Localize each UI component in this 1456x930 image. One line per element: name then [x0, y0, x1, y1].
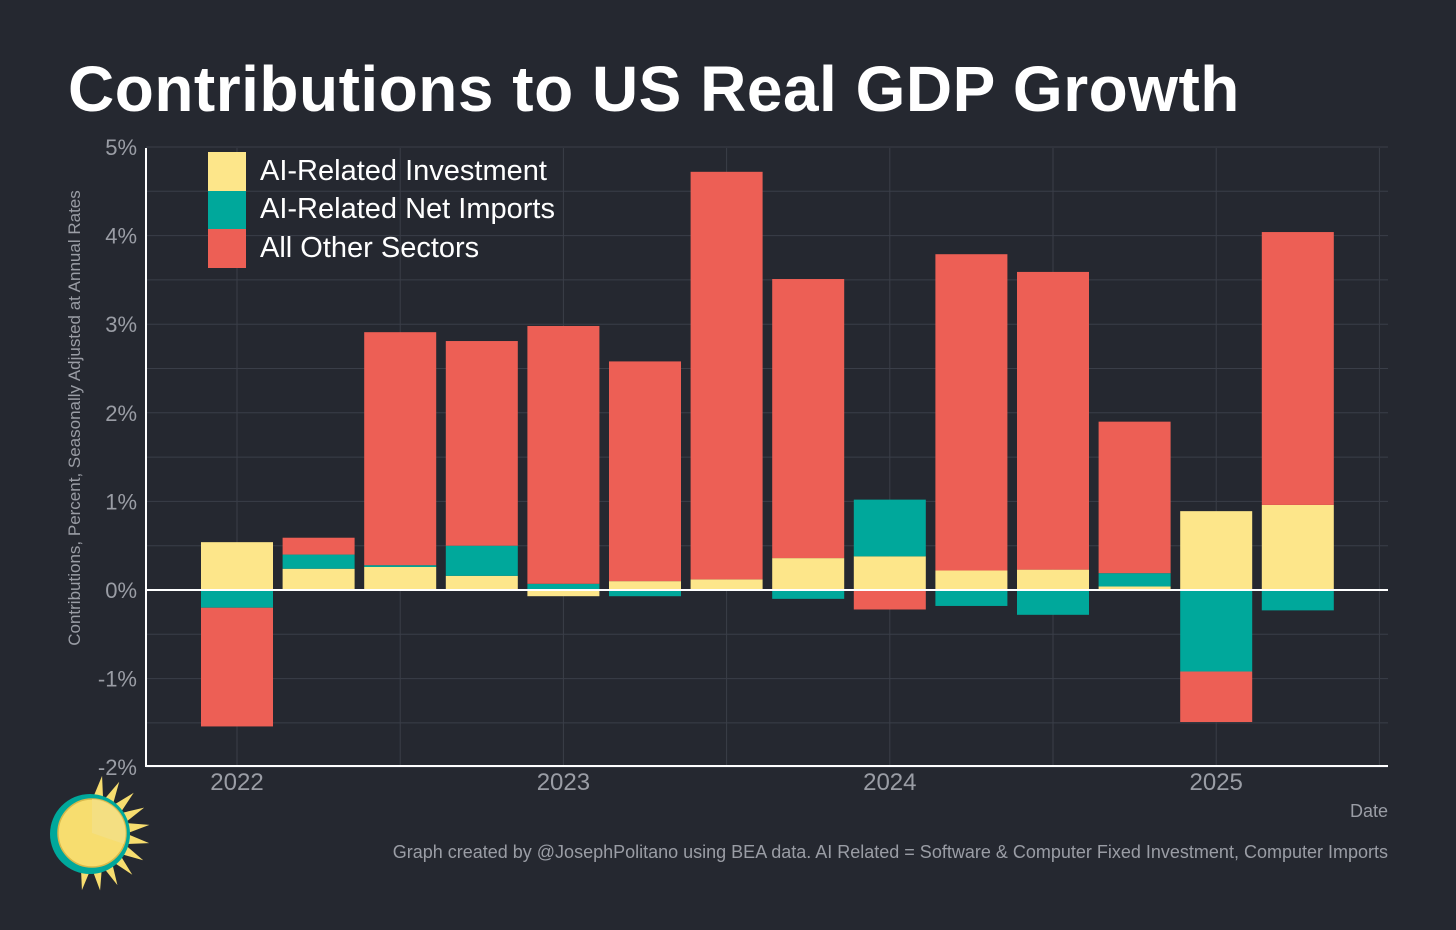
y-tick-label: 1%	[105, 489, 137, 514]
bar-segment-ai-related-net-imports	[282, 554, 355, 569]
x-tick-label: 2024	[863, 769, 916, 796]
bar-segment-all-other-sectors	[853, 590, 926, 610]
bar-segment-ai-related-net-imports	[935, 590, 1008, 606]
bar-segment-ai-related-investment	[201, 542, 273, 590]
source-footnote: Graph created by @JosephPolitano using B…	[392, 842, 1388, 862]
bar-segment-ai-related-investment	[364, 566, 437, 590]
y-tick-label: 4%	[105, 224, 137, 249]
bar-segment-ai-related-net-imports	[853, 499, 926, 557]
bar-segment-ai-related-investment	[853, 556, 926, 590]
y-tick-label: 0%	[105, 578, 137, 603]
y-tick-label: -1%	[98, 667, 137, 692]
bar-segment-all-other-sectors	[201, 607, 273, 727]
bar-segment-all-other-sectors	[1098, 421, 1171, 574]
bar-segment-ai-related-investment	[772, 558, 845, 590]
legend-item-ai-investment: AI-Related Investment	[208, 152, 555, 191]
sun-logo-icon	[44, 772, 156, 899]
chart-title: Contributions to US Real GDP Growth	[68, 53, 1240, 125]
bar-segment-all-other-sectors	[527, 325, 600, 584]
bar-segment-ai-related-net-imports	[445, 545, 518, 576]
x-axis-label: Date	[1349, 801, 1388, 821]
bar-segment-ai-related-net-imports	[364, 565, 437, 567]
y-axis-label: Contributions, Percent, Seasonally Adjus…	[65, 190, 84, 646]
bar-segment-all-other-sectors	[1261, 232, 1334, 505]
bar-segment-ai-related-investment	[935, 570, 1008, 590]
bar-segment-all-other-sectors	[935, 254, 1008, 571]
bar-segment-ai-related-net-imports	[201, 590, 273, 608]
bar-segment-ai-related-investment	[1180, 511, 1253, 590]
bar-segment-all-other-sectors	[1180, 671, 1253, 723]
legend-item-other-sectors: All Other Sectors	[208, 229, 555, 268]
bar-segment-all-other-sectors	[1017, 271, 1089, 570]
legend-swatch	[208, 190, 246, 229]
legend-label: AI-Related Investment	[260, 154, 547, 187]
legend-label: All Other Sectors	[260, 231, 480, 264]
bar-segment-ai-related-investment	[527, 590, 600, 597]
legend-label: AI-Related Net Imports	[260, 193, 555, 226]
bar-segment-all-other-sectors	[445, 341, 518, 546]
bar-segment-all-other-sectors	[282, 537, 355, 555]
x-tick-label: 2023	[537, 769, 590, 796]
bar-segment-ai-related-investment	[282, 568, 355, 590]
y-tick-label: 3%	[105, 312, 137, 337]
y-tick-label: -2%	[98, 755, 137, 780]
legend-swatch	[208, 152, 246, 191]
bar-segment-ai-related-investment	[609, 581, 681, 590]
bar-segment-ai-related-investment	[1098, 586, 1171, 590]
bar-segment-ai-related-net-imports	[1180, 590, 1253, 672]
y-tick-label: 2%	[105, 401, 137, 426]
x-tick-label: 2025	[1190, 769, 1243, 796]
bar-segment-ai-related-net-imports	[527, 583, 600, 590]
legend-swatch	[208, 229, 246, 268]
y-tick-label: 5%	[105, 135, 137, 160]
bar-segment-ai-related-investment	[690, 579, 763, 590]
bar-segment-ai-related-net-imports	[1098, 573, 1171, 587]
bar-segment-all-other-sectors	[609, 361, 681, 582]
bar-segment-ai-related-net-imports	[772, 590, 845, 599]
x-tick-label: 2022	[210, 769, 263, 796]
bar-segment-all-other-sectors	[772, 279, 845, 559]
bar-segment-all-other-sectors	[364, 332, 437, 566]
legend-item-ai-net-imports: AI-Related Net Imports	[208, 190, 555, 229]
bar-segment-ai-related-investment	[1017, 569, 1089, 590]
legend: AI-Related Investment AI-Related Net Imp…	[208, 152, 555, 268]
bar-segment-all-other-sectors	[690, 171, 763, 580]
bar-segment-ai-related-net-imports	[1017, 590, 1089, 615]
bar-segment-ai-related-net-imports	[609, 590, 681, 597]
bar-segment-ai-related-investment	[1261, 504, 1334, 590]
bar-segment-ai-related-net-imports	[1261, 590, 1334, 611]
bar-segment-ai-related-investment	[445, 575, 518, 590]
